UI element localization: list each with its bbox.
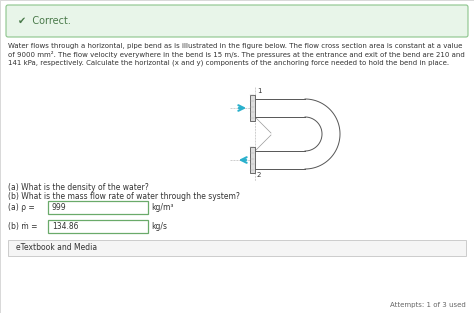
Text: of 9000 mm². The flow velocity everywhere in the bend is 15 m/s. The pressures a: of 9000 mm². The flow velocity everywher… — [8, 51, 465, 58]
FancyBboxPatch shape — [48, 220, 148, 233]
Text: (b) What is the mass flow rate of water through the system?: (b) What is the mass flow rate of water … — [8, 192, 240, 201]
Text: ✔  Correct.: ✔ Correct. — [18, 16, 71, 26]
Text: (a) What is the density of the water?: (a) What is the density of the water? — [8, 183, 149, 192]
Bar — [250, 95, 255, 121]
FancyBboxPatch shape — [8, 240, 466, 256]
Text: (a) ρ =: (a) ρ = — [8, 203, 35, 212]
FancyBboxPatch shape — [6, 5, 468, 37]
Text: Water flows through a horizontal, pipe bend as is illustrated in the figure belo: Water flows through a horizontal, pipe b… — [8, 43, 462, 49]
Text: 999: 999 — [52, 203, 67, 212]
Text: 134.86: 134.86 — [52, 222, 79, 231]
FancyBboxPatch shape — [48, 201, 148, 214]
Bar — [250, 147, 255, 173]
Text: 1: 1 — [257, 88, 261, 94]
Text: kg/m³: kg/m³ — [151, 203, 173, 212]
Text: 141 kPa, respectively. Calculate the horizontal (x and y) components of the anch: 141 kPa, respectively. Calculate the hor… — [8, 59, 449, 65]
Text: (b) ṁ =: (b) ṁ = — [8, 222, 37, 231]
Text: Attempts: 1 of 3 used: Attempts: 1 of 3 used — [390, 302, 466, 308]
Text: kg/s: kg/s — [151, 222, 167, 231]
Text: eTextbook and Media: eTextbook and Media — [16, 244, 97, 253]
Text: 2: 2 — [257, 172, 261, 178]
